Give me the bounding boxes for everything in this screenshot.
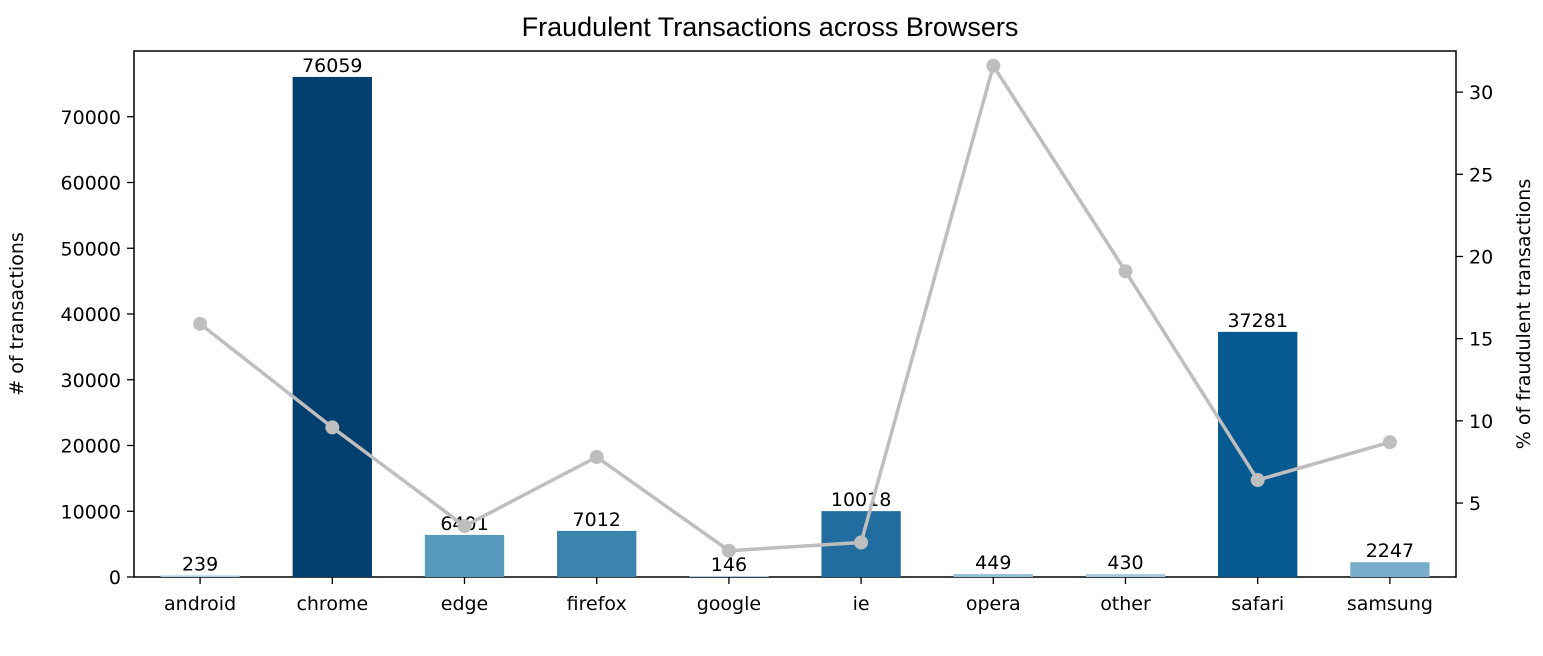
line-point-safari xyxy=(1250,473,1265,488)
bar-value-label: 10018 xyxy=(831,489,891,511)
y-tick-label: 70000 xyxy=(61,107,121,129)
x-tick-label: chrome xyxy=(296,593,368,615)
x-tick-label: opera xyxy=(966,593,1021,615)
x-tick-label: other xyxy=(1100,593,1151,615)
y-axis-right: 5 10 15 20 25 30 xyxy=(1456,82,1493,515)
bar-safari xyxy=(1218,331,1298,577)
bar-value-label: 146 xyxy=(711,554,747,576)
bar-google xyxy=(689,576,769,577)
x-tick-label: samsung xyxy=(1347,593,1433,615)
y2-tick-label: 15 xyxy=(1469,329,1493,351)
y-tick-label: 20000 xyxy=(61,436,121,458)
y2-tick-label: 20 xyxy=(1469,246,1493,268)
bar-samsung xyxy=(1350,562,1430,577)
chart-title: Fraudulent Transactions across Browsers xyxy=(522,12,1019,42)
line-point-edge xyxy=(457,519,472,534)
bar-value-label: 239 xyxy=(182,553,218,575)
line-point-ie xyxy=(854,535,869,550)
bar-value-label: 2247 xyxy=(1366,540,1414,562)
line-point-samsung xyxy=(1382,435,1397,450)
line-point-opera xyxy=(986,58,1001,73)
fraud-percentage-line xyxy=(199,64,1391,553)
line-point-google xyxy=(721,543,736,558)
y-tick-label: 50000 xyxy=(61,238,121,260)
x-tick-label: android xyxy=(164,593,236,615)
x-tick-label: firefox xyxy=(567,593,627,615)
y2-tick-label: 30 xyxy=(1469,82,1493,104)
y-tick-label: 0 xyxy=(109,567,121,589)
y-tick-label: 30000 xyxy=(61,370,121,392)
x-tick-label: safari xyxy=(1231,593,1284,615)
bar-chrome xyxy=(292,76,372,577)
bar-value-label: 37281 xyxy=(1227,310,1287,332)
bar-value-label: 449 xyxy=(975,552,1011,574)
y-tick-label: 40000 xyxy=(61,304,121,326)
line-point-chrome xyxy=(325,420,340,435)
bar-other xyxy=(1085,574,1166,577)
x-tick-label: google xyxy=(697,593,761,615)
line-point-firefox xyxy=(589,450,604,465)
bar-opera xyxy=(953,574,1033,577)
x-tick-label: ie xyxy=(853,593,870,615)
line-point-other xyxy=(1118,264,1133,279)
x-axis: android chrome edge firefox google ie opera oth… xyxy=(164,577,1433,615)
y-tick-label: 10000 xyxy=(61,501,121,523)
bar-edge xyxy=(424,534,505,577)
y2-axis-label: % of fraudulent transactions xyxy=(1513,179,1535,449)
bar-android xyxy=(160,575,240,577)
y-tick-label: 60000 xyxy=(61,173,121,195)
bar-value-label: 430 xyxy=(1107,552,1143,574)
line-point-android xyxy=(193,316,208,331)
bar-value-label: 7012 xyxy=(573,509,621,531)
bar-value-label: 76059 xyxy=(302,55,362,77)
y2-tick-label: 25 xyxy=(1469,164,1493,186)
line-series-group xyxy=(193,58,1397,558)
bar-firefox xyxy=(557,530,637,577)
x-tick-label: edge xyxy=(441,593,489,615)
y-axis-label: # of transactions xyxy=(6,232,28,396)
y-axis-left: 0 10000 20000 30000 40000 50000 60000 70000 xyxy=(61,107,134,589)
y2-tick-label: 5 xyxy=(1469,493,1481,515)
y2-tick-label: 10 xyxy=(1469,411,1493,433)
